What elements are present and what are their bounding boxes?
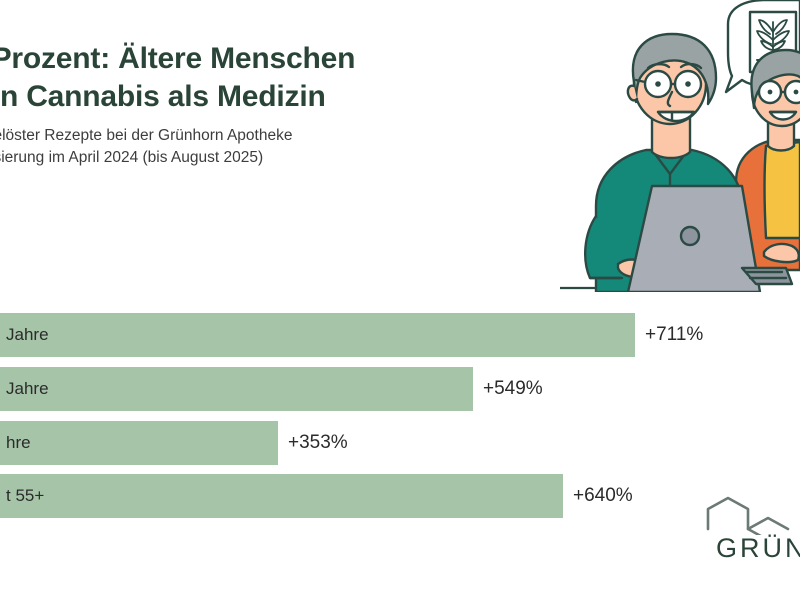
bar-fill <box>0 474 563 518</box>
logo-text: GRÜN <box>716 533 800 563</box>
bar-fill <box>0 313 635 357</box>
page-subtitle: ung eingelöster Rezepte bei der Grünhorn… <box>0 127 293 166</box>
bar-category-label: hre <box>6 433 31 452</box>
gruen-logo: GRÜN <box>700 495 800 565</box>
bar-value-label: +640% <box>573 485 633 506</box>
bar-value-label: +711% <box>645 324 704 345</box>
bar-value-label: +353% <box>288 432 348 453</box>
bar-value-label: +549% <box>483 378 543 399</box>
bar-fill <box>0 367 473 411</box>
header: 640 Prozent: Ältere Menschen ecken Canna… <box>0 0 800 292</box>
woman-figure <box>734 48 800 272</box>
elderly-couple-illustration <box>560 0 800 292</box>
bar-fill <box>0 421 278 465</box>
page-title: 640 Prozent: Ältere Menschen ecken Canna… <box>0 42 356 113</box>
bar-chart: Jahre +711% Jahre +549% hre +353% t 55+ … <box>0 305 800 530</box>
bar-category-label: Jahre <box>6 379 49 398</box>
hexagon-molecule-icon <box>706 496 790 535</box>
bar-category-label: Jahre <box>6 325 49 344</box>
laptop-icon <box>626 184 794 292</box>
bar-category-label: t 55+ <box>6 486 45 505</box>
